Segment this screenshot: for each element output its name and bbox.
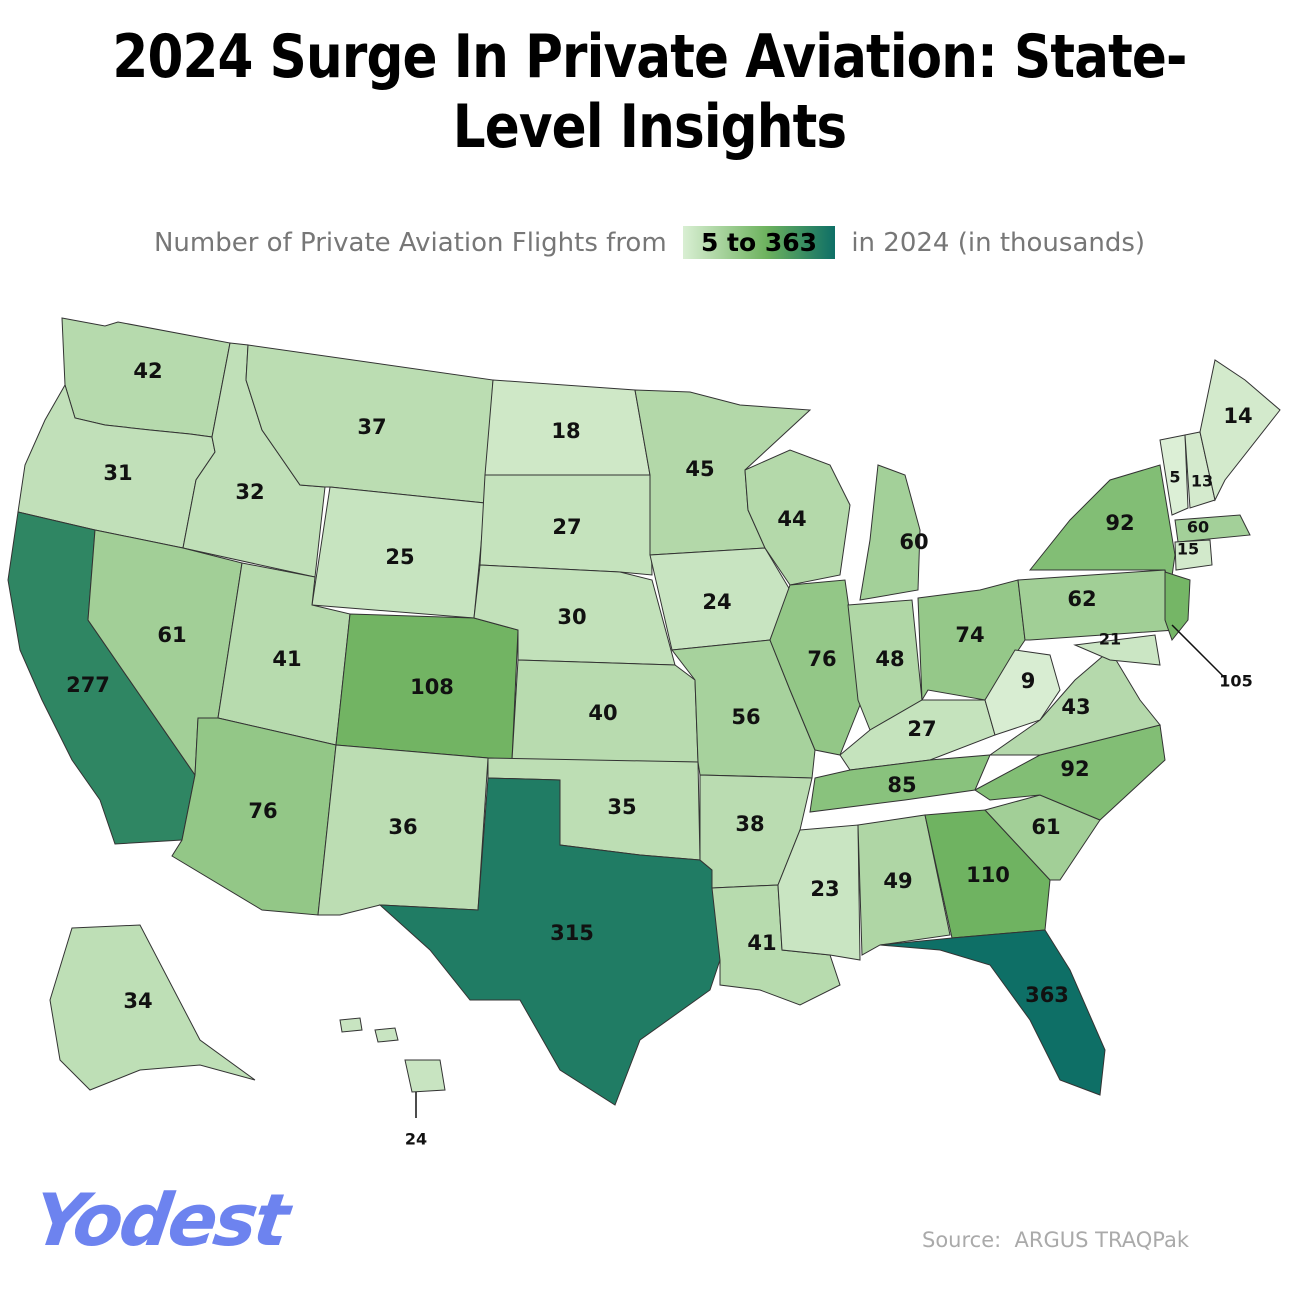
- state-value-label-ok: 35: [607, 795, 636, 819]
- state-value-label-md: 21: [1099, 630, 1121, 649]
- map-subtitle: Number of Private Aviation Flights from …: [0, 226, 1299, 259]
- state-value-label-id: 32: [235, 480, 264, 504]
- state-value-label-nd: 18: [551, 419, 580, 443]
- state-shape-ct: [1174, 539, 1213, 571]
- state-shape-ma: [1174, 514, 1251, 543]
- state-value-label-ak: 34: [123, 989, 152, 1013]
- state-value-label-ar: 38: [735, 812, 764, 836]
- state-shape-nj: [1164, 571, 1191, 642]
- subtitle-prefix: Number of Private Aviation Flights from: [153, 228, 667, 258]
- state-value-label-wv: 9: [1021, 669, 1036, 693]
- state-shape-pa: [1017, 569, 1176, 641]
- source-note: Source: ARGUS TRAQPak: [922, 1228, 1190, 1252]
- state-value-label-ms: 23: [810, 877, 839, 901]
- state-value-labels: 42 31 277 32 61 37 25 41 76 108 36 18 27 30 40 35 315 45 2…: [66, 359, 1253, 1149]
- state-value-label-ny: 92: [1105, 511, 1134, 535]
- state-value-label-tx: 315: [550, 921, 594, 945]
- state-shape-sd: [479, 474, 653, 576]
- state-value-label-me: 14: [1223, 404, 1252, 428]
- state-value-label-nh: 13: [1191, 472, 1213, 491]
- state-value-label-ne: 30: [557, 605, 586, 629]
- state-shape-wi: [744, 449, 851, 586]
- state-value-label-ut: 41: [272, 647, 301, 671]
- state-value-label-sd: 27: [552, 515, 581, 539]
- state-value-label-ct: 15: [1177, 540, 1199, 559]
- state-value-label-ma: 60: [1187, 518, 1209, 537]
- state-shape-wv: [984, 649, 1061, 736]
- state-shape-mi: [859, 464, 921, 601]
- state-value-label-ks: 40: [588, 701, 617, 725]
- state-shape-il: [769, 579, 863, 756]
- state-value-label-fl: 363: [1025, 983, 1069, 1007]
- state-value-label-hi: 24: [405, 1130, 427, 1149]
- state-shape-md: [1073, 634, 1161, 666]
- state-value-label-nj: 105: [1219, 672, 1252, 691]
- state-value-label-mo: 56: [731, 705, 760, 729]
- state-value-label-co: 108: [410, 675, 454, 699]
- state-value-label-tn: 85: [887, 773, 916, 797]
- subtitle-suffix: in 2024 (in thousands): [851, 228, 1146, 258]
- state-shape-co: [335, 613, 519, 761]
- state-value-label-oh: 74: [955, 623, 984, 647]
- state-value-label-nc: 92: [1060, 757, 1089, 781]
- state-value-label-vt: 5: [1169, 468, 1180, 487]
- color-scale-legend: 5 to 363: [682, 226, 836, 259]
- state-value-label-il: 76: [807, 647, 836, 671]
- state-value-label-in: 48: [875, 647, 904, 671]
- state-value-label-or: 31: [103, 461, 132, 485]
- state-value-label-wy: 25: [385, 545, 414, 569]
- state-value-label-va: 43: [1061, 695, 1090, 719]
- state-value-label-al: 49: [883, 869, 912, 893]
- leader-line-0: [1171, 624, 1226, 679]
- state-value-label-ca: 277: [66, 673, 110, 697]
- state-shape-hi: [339, 1017, 446, 1093]
- state-shape-tn: [809, 754, 991, 813]
- state-value-label-sc: 61: [1031, 815, 1060, 839]
- state-value-label-nm: 36: [388, 815, 417, 839]
- state-shape-va: [988, 649, 1161, 756]
- state-value-label-mi: 60: [899, 530, 928, 554]
- state-value-label-pa: 62: [1067, 587, 1096, 611]
- state-value-label-la: 41: [747, 931, 776, 955]
- state-value-label-wi: 44: [777, 507, 806, 531]
- state-shape-me: [1199, 359, 1281, 502]
- state-value-label-mn: 45: [685, 457, 714, 481]
- state-shape-tx: [378, 777, 721, 1106]
- state-shapes: [7, 317, 1281, 1106]
- state-shape-vt: [1159, 434, 1189, 516]
- yodest-logo: Yodest: [28, 1178, 292, 1262]
- state-value-label-az: 76: [248, 799, 277, 823]
- state-shape-fl: [879, 929, 1106, 1096]
- state-value-label-mt: 37: [357, 415, 386, 439]
- state-value-label-nv: 61: [157, 623, 186, 647]
- leader-lines: [415, 624, 1226, 1118]
- state-shape-sc: [984, 794, 1101, 881]
- state-value-label-wa: 42: [133, 359, 162, 383]
- state-value-label-ga: 110: [966, 863, 1010, 887]
- page-title: 2024 Surge In Private Aviation: State-Le…: [112, 22, 1187, 162]
- state-value-label-ky: 27: [907, 717, 936, 741]
- state-shape-al: [857, 814, 951, 956]
- state-value-label-ia: 24: [702, 590, 731, 614]
- state-shape-ak: [49, 924, 256, 1091]
- state-shape-ga: [924, 809, 1051, 939]
